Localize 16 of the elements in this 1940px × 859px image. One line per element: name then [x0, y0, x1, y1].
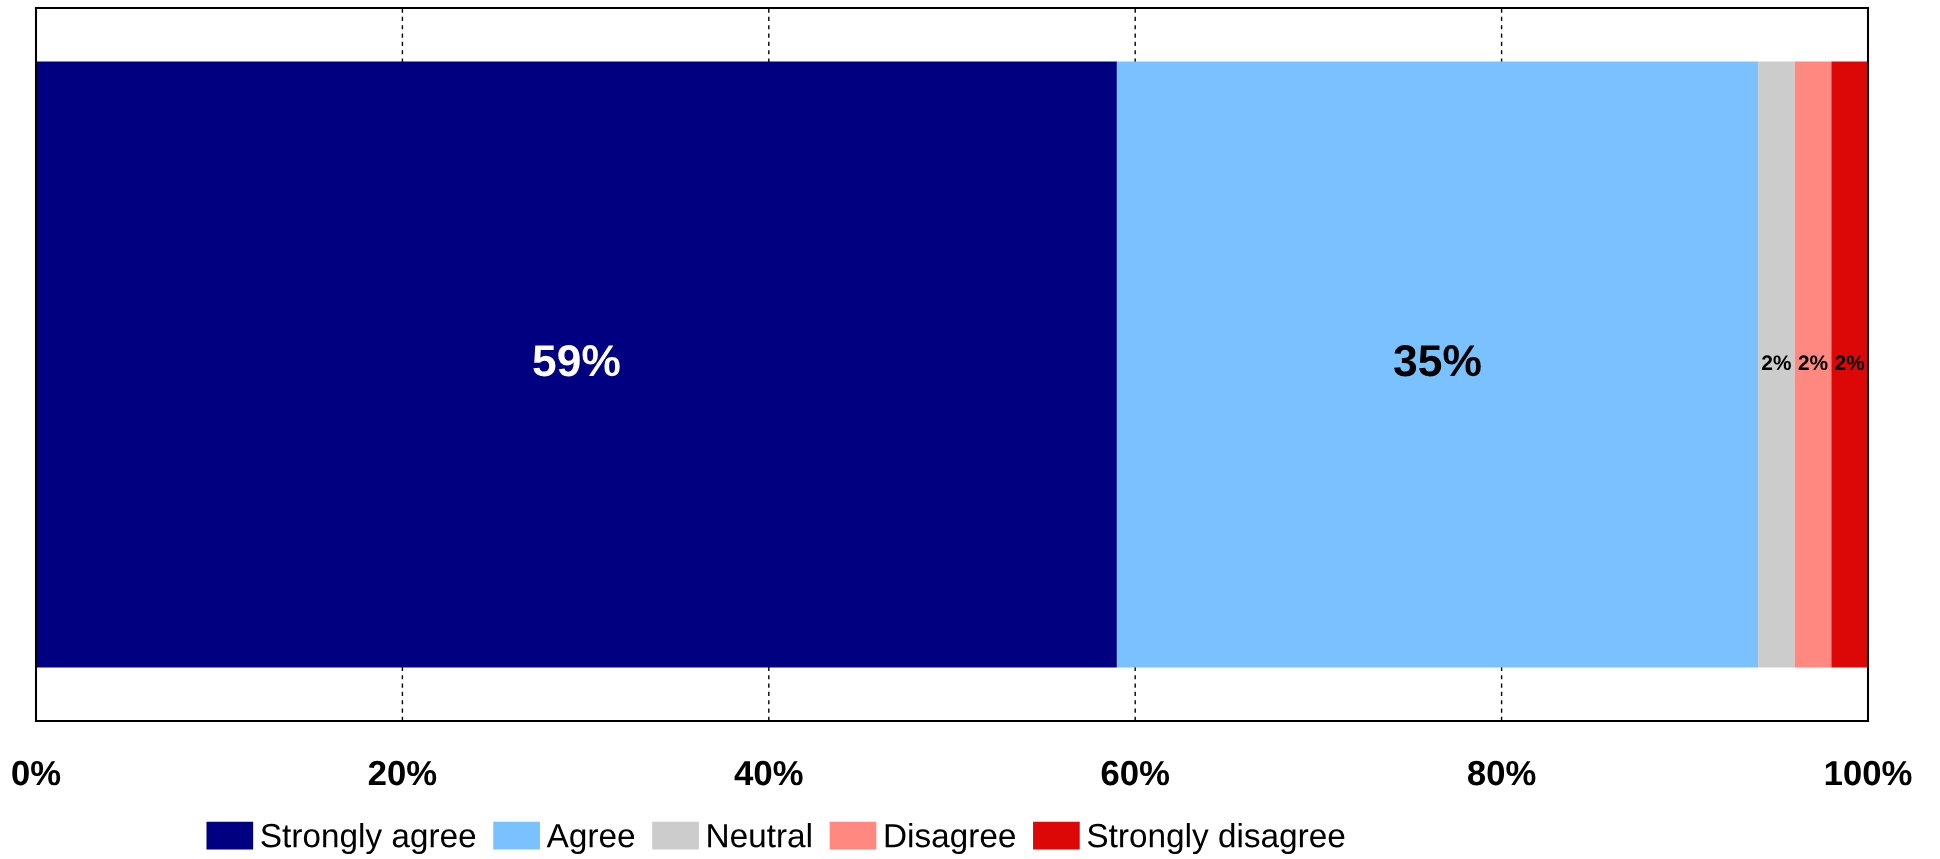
data-label: 2%	[1798, 355, 1828, 371]
legend-label: Disagree	[885, 822, 1015, 855]
x-tick-label: 20%	[368, 760, 437, 786]
x-tick-label: 60%	[1101, 760, 1170, 786]
data-label: 2%	[1762, 355, 1791, 371]
legend-label: Neutral	[708, 822, 811, 848]
data-label: 59%	[533, 344, 620, 377]
x-tick-label: 40%	[734, 760, 803, 786]
x-tick-label: 0%	[12, 760, 61, 786]
x-tick-label: 100%	[1825, 760, 1912, 786]
data-label: 2%	[1835, 355, 1865, 371]
legend-label: Strongly disagree	[1087, 822, 1345, 855]
legend-label: Strongly agree	[261, 822, 476, 855]
data-label: 35%	[1394, 344, 1481, 377]
x-tick-label: 80%	[1467, 760, 1536, 786]
legend-label: Agree	[546, 824, 635, 855]
